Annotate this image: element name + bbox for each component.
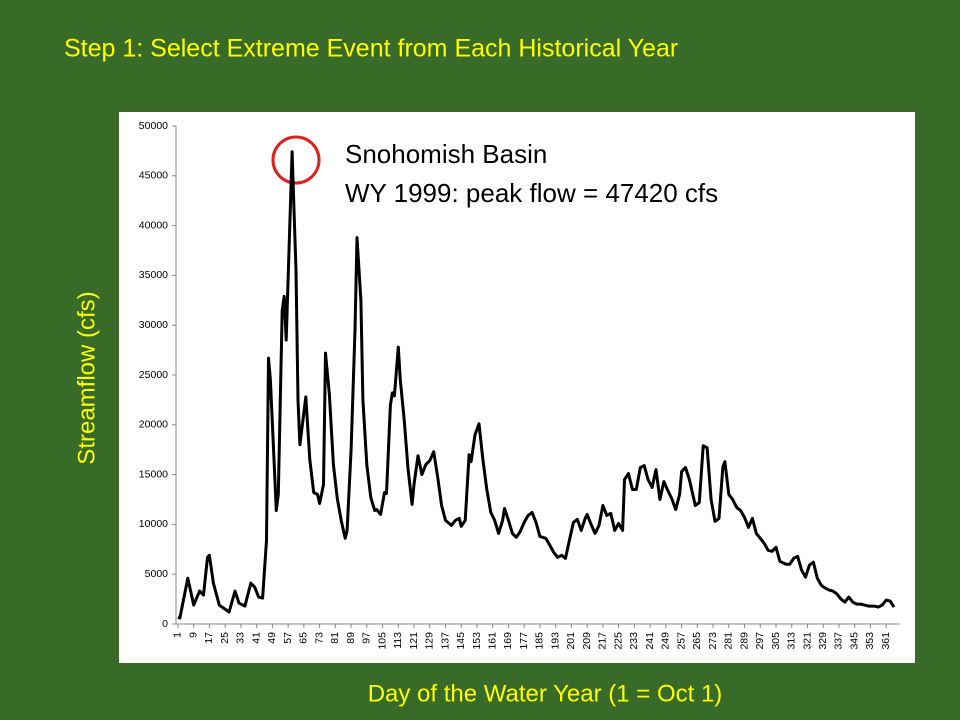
x-tick-label: 65: [298, 632, 310, 644]
x-tick-label: 273: [707, 632, 719, 650]
y-tick-label: 25000: [139, 369, 168, 381]
x-tick-label: 289: [738, 632, 750, 650]
y-tick-label: 40000: [139, 219, 168, 231]
x-tick-label: 233: [628, 632, 640, 650]
x-tick-label: 185: [534, 632, 546, 650]
chart-area: [119, 112, 915, 663]
x-tick-label: 217: [597, 632, 609, 650]
y-tick-label: 0: [162, 618, 168, 630]
x-tick-label: 297: [754, 632, 766, 650]
y-tick-label: 35000: [139, 269, 168, 281]
x-tick-label: 81: [329, 632, 341, 644]
x-tick-label: 209: [581, 632, 593, 650]
x-tick-label: 73: [313, 632, 325, 644]
x-tick-label: 57: [282, 632, 294, 644]
x-tick-label: 337: [833, 632, 845, 650]
annotation: WY 1999: peak flow = 47420 cfs: [345, 178, 718, 208]
x-tick-label: 1: [172, 632, 184, 638]
slide-title: Step 1: Select Extreme Event from Each H…: [64, 35, 678, 63]
x-tick-label: 161: [487, 632, 499, 650]
x-tick-label: 193: [549, 632, 561, 650]
x-tick-label: 17: [203, 632, 215, 644]
y-tick-label: 30000: [139, 319, 168, 331]
y-tick-label: 20000: [139, 419, 168, 431]
x-tick-label: 313: [786, 632, 798, 650]
x-tick-label: 249: [660, 632, 672, 650]
x-tick-label: 137: [439, 632, 451, 650]
y-tick-label: 45000: [139, 170, 168, 182]
x-tick-label: 257: [675, 632, 687, 650]
x-tick-label: 145: [455, 632, 467, 650]
x-axis-label: Day of the Water Year (1 = Oct 1): [368, 680, 723, 707]
y-tick-label: 50000: [139, 120, 168, 132]
x-tick-label: 177: [518, 632, 530, 650]
x-tick-label: 121: [408, 632, 420, 650]
x-tick-label: 321: [801, 632, 813, 650]
x-tick-label: 49: [266, 632, 278, 644]
x-tick-label: 41: [250, 632, 262, 644]
x-tick-label: 105: [376, 632, 388, 650]
y-tick-label: 15000: [139, 468, 168, 480]
peak-highlight: [271, 135, 321, 185]
x-tick-label: 265: [691, 632, 703, 650]
y-tick-label: 10000: [139, 518, 168, 530]
x-tick-label: 329: [817, 632, 829, 650]
x-tick-label: 201: [565, 632, 577, 650]
y-tick-label: 5000: [145, 568, 169, 580]
x-tick-label: 129: [424, 632, 436, 650]
x-tick-label: 113: [392, 632, 404, 649]
annotation: Snohomish Basin: [345, 139, 547, 169]
x-tick-label: 169: [502, 632, 514, 650]
x-tick-label: 353: [864, 632, 876, 650]
x-tick-label: 361: [880, 632, 892, 650]
x-tick-label: 89: [345, 632, 357, 644]
x-tick-label: 305: [770, 632, 782, 650]
x-tick-label: 241: [644, 632, 656, 650]
x-tick-label: 153: [471, 632, 483, 650]
x-tick-label: 281: [723, 632, 735, 650]
x-tick-label: 345: [848, 632, 860, 650]
x-tick-label: 225: [612, 632, 624, 650]
y-axis-label: Streamflow (cfs): [73, 291, 100, 464]
x-tick-label: 33: [235, 632, 247, 644]
x-tick-label: 25: [219, 632, 231, 644]
x-tick-label: 9: [187, 632, 199, 638]
x-tick-label: 97: [361, 632, 373, 644]
flow-line: [177, 150, 896, 620]
